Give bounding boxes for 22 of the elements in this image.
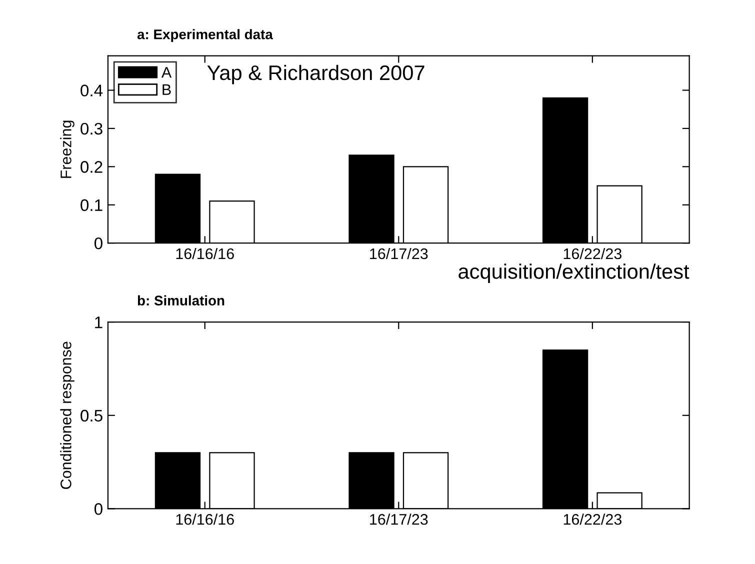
x-tick-label: 16/16/16	[176, 514, 234, 525]
y-axis-title: Conditioned response	[60, 342, 74, 489]
legend-label: A	[161, 67, 172, 78]
y-tick-label: 0.3	[80, 122, 102, 135]
y-axis-title: Freezing	[60, 120, 74, 178]
x-tick-label: 16/16/16	[176, 248, 234, 260]
legend-label: B	[162, 84, 171, 95]
chart-title: a: Experimental data	[137, 29, 273, 42]
y-tick-label: 0.4	[80, 84, 103, 96]
y-tick-label: 0.1	[80, 199, 102, 212]
x-tick-label: 16/22/23	[564, 514, 622, 525]
x-tick-label: 16/17/23	[370, 248, 428, 260]
y-tick-label: 1	[95, 316, 102, 328]
y-tick-label: 0.5	[80, 410, 102, 422]
x-tick-label: 16/22/23	[564, 248, 622, 260]
x-axis-title: acquisition/extinction/test	[458, 264, 690, 283]
y-tick-label: 0	[94, 503, 102, 515]
x-tick-label: 16/17/23	[370, 514, 428, 525]
y-tick-label: 0	[94, 237, 102, 250]
y-tick-label: 0.2	[80, 161, 102, 173]
chart-title: b: Simulation	[138, 295, 224, 306]
annotation: Yap & Richardson 2007	[207, 64, 424, 84]
